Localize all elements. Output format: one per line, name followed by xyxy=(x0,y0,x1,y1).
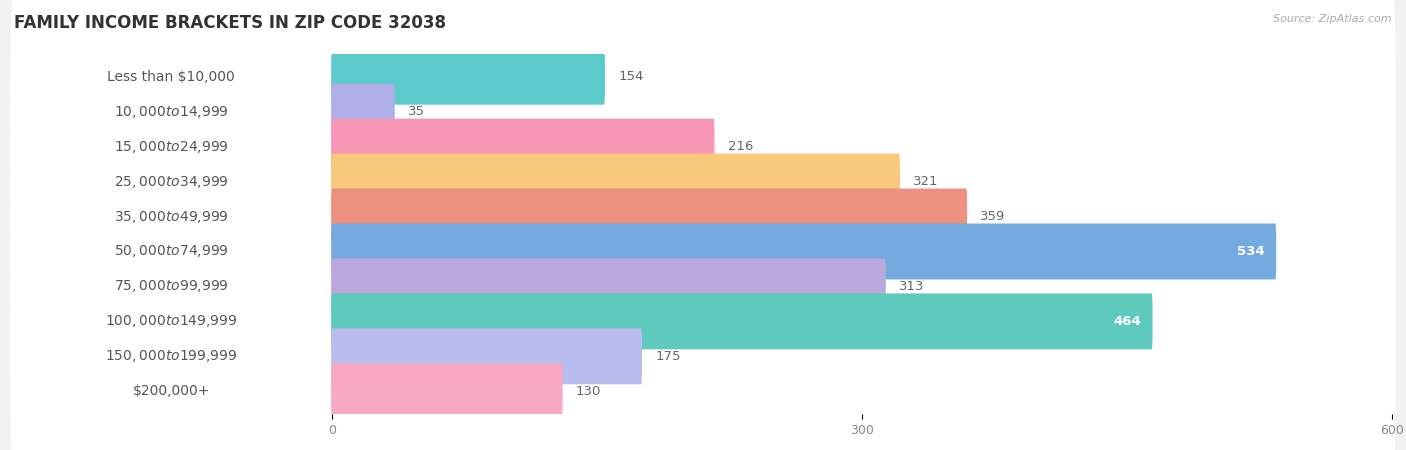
FancyBboxPatch shape xyxy=(332,49,605,105)
Text: $10,000 to $14,999: $10,000 to $14,999 xyxy=(114,104,229,120)
FancyBboxPatch shape xyxy=(18,84,325,209)
Text: 35: 35 xyxy=(408,105,425,118)
FancyBboxPatch shape xyxy=(10,167,1396,335)
Text: $50,000 to $74,999: $50,000 to $74,999 xyxy=(114,243,229,260)
FancyBboxPatch shape xyxy=(332,224,1277,279)
Text: $15,000 to $24,999: $15,000 to $24,999 xyxy=(114,139,229,155)
Text: 464: 464 xyxy=(1114,315,1142,328)
Text: $150,000 to $199,999: $150,000 to $199,999 xyxy=(105,348,238,364)
FancyBboxPatch shape xyxy=(10,202,1396,370)
FancyBboxPatch shape xyxy=(332,293,1153,349)
FancyBboxPatch shape xyxy=(10,28,1396,196)
Text: $100,000 to $149,999: $100,000 to $149,999 xyxy=(105,313,238,329)
FancyBboxPatch shape xyxy=(18,259,325,384)
FancyBboxPatch shape xyxy=(10,63,1396,230)
FancyBboxPatch shape xyxy=(10,307,1396,450)
FancyBboxPatch shape xyxy=(332,119,714,175)
Text: 175: 175 xyxy=(655,350,681,363)
FancyBboxPatch shape xyxy=(332,363,562,419)
FancyBboxPatch shape xyxy=(332,189,967,244)
FancyBboxPatch shape xyxy=(18,294,325,419)
Text: 216: 216 xyxy=(728,140,754,153)
FancyBboxPatch shape xyxy=(10,133,1396,301)
Text: 154: 154 xyxy=(619,70,644,83)
FancyBboxPatch shape xyxy=(18,119,325,244)
FancyBboxPatch shape xyxy=(18,14,325,140)
FancyBboxPatch shape xyxy=(18,189,325,314)
Text: $75,000 to $99,999: $75,000 to $99,999 xyxy=(114,279,229,294)
FancyBboxPatch shape xyxy=(332,328,643,384)
Text: $25,000 to $34,999: $25,000 to $34,999 xyxy=(114,174,229,189)
Text: FAMILY INCOME BRACKETS IN ZIP CODE 32038: FAMILY INCOME BRACKETS IN ZIP CODE 32038 xyxy=(14,14,446,32)
FancyBboxPatch shape xyxy=(10,272,1396,440)
FancyBboxPatch shape xyxy=(10,238,1396,405)
FancyBboxPatch shape xyxy=(332,258,886,315)
Text: 321: 321 xyxy=(914,175,939,188)
Text: $35,000 to $49,999: $35,000 to $49,999 xyxy=(114,208,229,225)
FancyBboxPatch shape xyxy=(18,154,325,279)
FancyBboxPatch shape xyxy=(18,328,325,450)
FancyBboxPatch shape xyxy=(18,49,325,174)
Text: 313: 313 xyxy=(898,280,925,293)
Text: Source: ZipAtlas.com: Source: ZipAtlas.com xyxy=(1274,14,1392,23)
FancyBboxPatch shape xyxy=(332,153,900,210)
FancyBboxPatch shape xyxy=(10,0,1396,161)
Text: 359: 359 xyxy=(980,210,1005,223)
Text: Less than $10,000: Less than $10,000 xyxy=(107,70,235,84)
Text: 130: 130 xyxy=(576,385,602,398)
FancyBboxPatch shape xyxy=(18,224,325,349)
Text: $200,000+: $200,000+ xyxy=(132,384,209,398)
Text: 534: 534 xyxy=(1237,245,1265,258)
FancyBboxPatch shape xyxy=(10,98,1396,266)
FancyBboxPatch shape xyxy=(332,84,395,140)
